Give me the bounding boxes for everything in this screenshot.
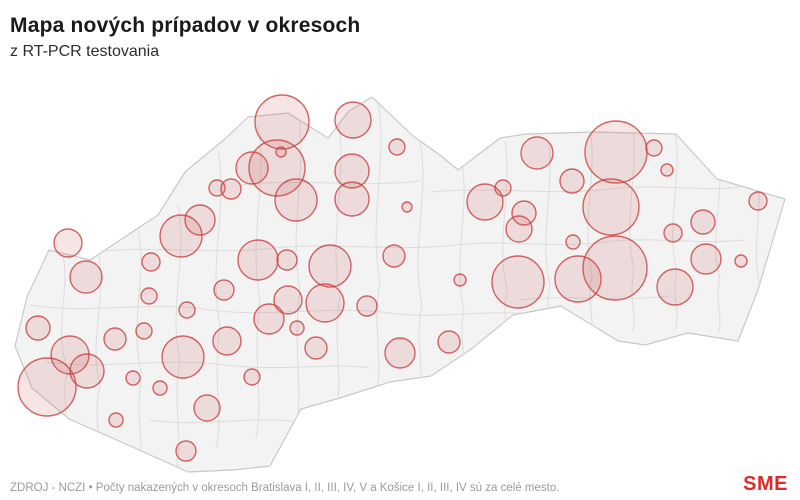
case-bubble[interactable] bbox=[103, 327, 127, 351]
sme-logo[interactable]: SME bbox=[743, 473, 788, 495]
case-bubble[interactable] bbox=[248, 139, 306, 197]
case-bubble[interactable] bbox=[276, 249, 298, 271]
case-bubble[interactable] bbox=[582, 178, 640, 236]
case-bubble[interactable] bbox=[253, 303, 285, 335]
case-bubble[interactable] bbox=[584, 120, 648, 184]
case-bubble[interactable] bbox=[511, 200, 537, 226]
case-bubble[interactable] bbox=[308, 244, 352, 288]
case-bubble[interactable] bbox=[334, 181, 370, 217]
case-bubble[interactable] bbox=[140, 287, 158, 305]
case-bubble[interactable] bbox=[304, 336, 328, 360]
case-bubble[interactable] bbox=[159, 214, 203, 258]
case-bubble[interactable] bbox=[69, 353, 105, 389]
case-bubble[interactable] bbox=[184, 204, 216, 236]
case-bubble[interactable] bbox=[453, 273, 467, 287]
case-bubble[interactable] bbox=[334, 153, 370, 189]
case-bubble[interactable] bbox=[108, 412, 124, 428]
page-subtitle: z RT-PCR testovania bbox=[10, 43, 160, 60]
case-bubble[interactable] bbox=[254, 94, 310, 150]
case-bubble[interactable] bbox=[212, 326, 242, 356]
page-title: Mapa nových prípadov v okresoch bbox=[10, 14, 361, 37]
case-bubble[interactable] bbox=[748, 191, 768, 211]
case-bubble[interactable] bbox=[582, 235, 648, 301]
case-bubble[interactable] bbox=[193, 394, 221, 422]
case-bubble[interactable] bbox=[161, 335, 205, 379]
case-bubble[interactable] bbox=[559, 168, 585, 194]
case-bubble[interactable] bbox=[734, 254, 748, 268]
footer: ZDROJ - NCZI • Počty nakazených v okreso… bbox=[0, 473, 800, 496]
case-bubble[interactable] bbox=[690, 209, 716, 235]
case-bubble[interactable] bbox=[437, 330, 461, 354]
case-bubble[interactable] bbox=[656, 268, 694, 306]
case-bubble[interactable] bbox=[178, 301, 196, 319]
source-note: ZDROJ - NCZI • Počty nakazených v okreso… bbox=[10, 482, 560, 494]
case-bubble[interactable] bbox=[220, 178, 242, 200]
case-bubble[interactable] bbox=[17, 357, 77, 417]
case-bubble[interactable] bbox=[305, 283, 345, 323]
case-bubble[interactable] bbox=[237, 239, 279, 281]
case-bubble[interactable] bbox=[494, 179, 512, 197]
case-bubble[interactable] bbox=[660, 163, 674, 177]
case-bubble[interactable] bbox=[53, 228, 83, 258]
case-bubble[interactable] bbox=[388, 138, 406, 156]
case-bubble[interactable] bbox=[274, 178, 318, 222]
case-bubble[interactable] bbox=[213, 279, 235, 301]
case-bubble[interactable] bbox=[69, 260, 103, 294]
case-bubble[interactable] bbox=[384, 337, 416, 369]
case-bubble[interactable] bbox=[505, 215, 533, 243]
case-bubble[interactable] bbox=[235, 151, 269, 185]
case-bubble[interactable] bbox=[125, 370, 141, 386]
bubble-layer bbox=[17, 94, 768, 462]
case-bubble[interactable] bbox=[141, 252, 161, 272]
case-bubble[interactable] bbox=[152, 380, 168, 396]
case-bubble[interactable] bbox=[565, 234, 581, 250]
case-bubble[interactable] bbox=[554, 255, 602, 303]
case-bubble[interactable] bbox=[243, 368, 261, 386]
district-borders bbox=[29, 101, 761, 469]
case-bubble[interactable] bbox=[491, 255, 545, 309]
case-bubble[interactable] bbox=[175, 440, 197, 462]
chart-header: Mapa nových prípadov v okresoch z RT-PCR… bbox=[10, 14, 360, 61]
case-bubble[interactable] bbox=[334, 101, 372, 139]
case-bubble[interactable] bbox=[382, 244, 406, 268]
case-bubble[interactable] bbox=[645, 139, 663, 157]
case-bubble[interactable] bbox=[401, 201, 413, 213]
case-bubble[interactable] bbox=[663, 223, 683, 243]
case-bubble[interactable] bbox=[690, 243, 722, 275]
case-bubble[interactable] bbox=[135, 322, 153, 340]
case-bubble[interactable] bbox=[356, 295, 378, 317]
case-bubble[interactable] bbox=[273, 285, 303, 315]
case-bubble[interactable] bbox=[289, 320, 305, 336]
case-bubble[interactable] bbox=[25, 315, 51, 341]
case-bubble[interactable] bbox=[520, 136, 554, 170]
case-bubble[interactable] bbox=[466, 183, 504, 221]
